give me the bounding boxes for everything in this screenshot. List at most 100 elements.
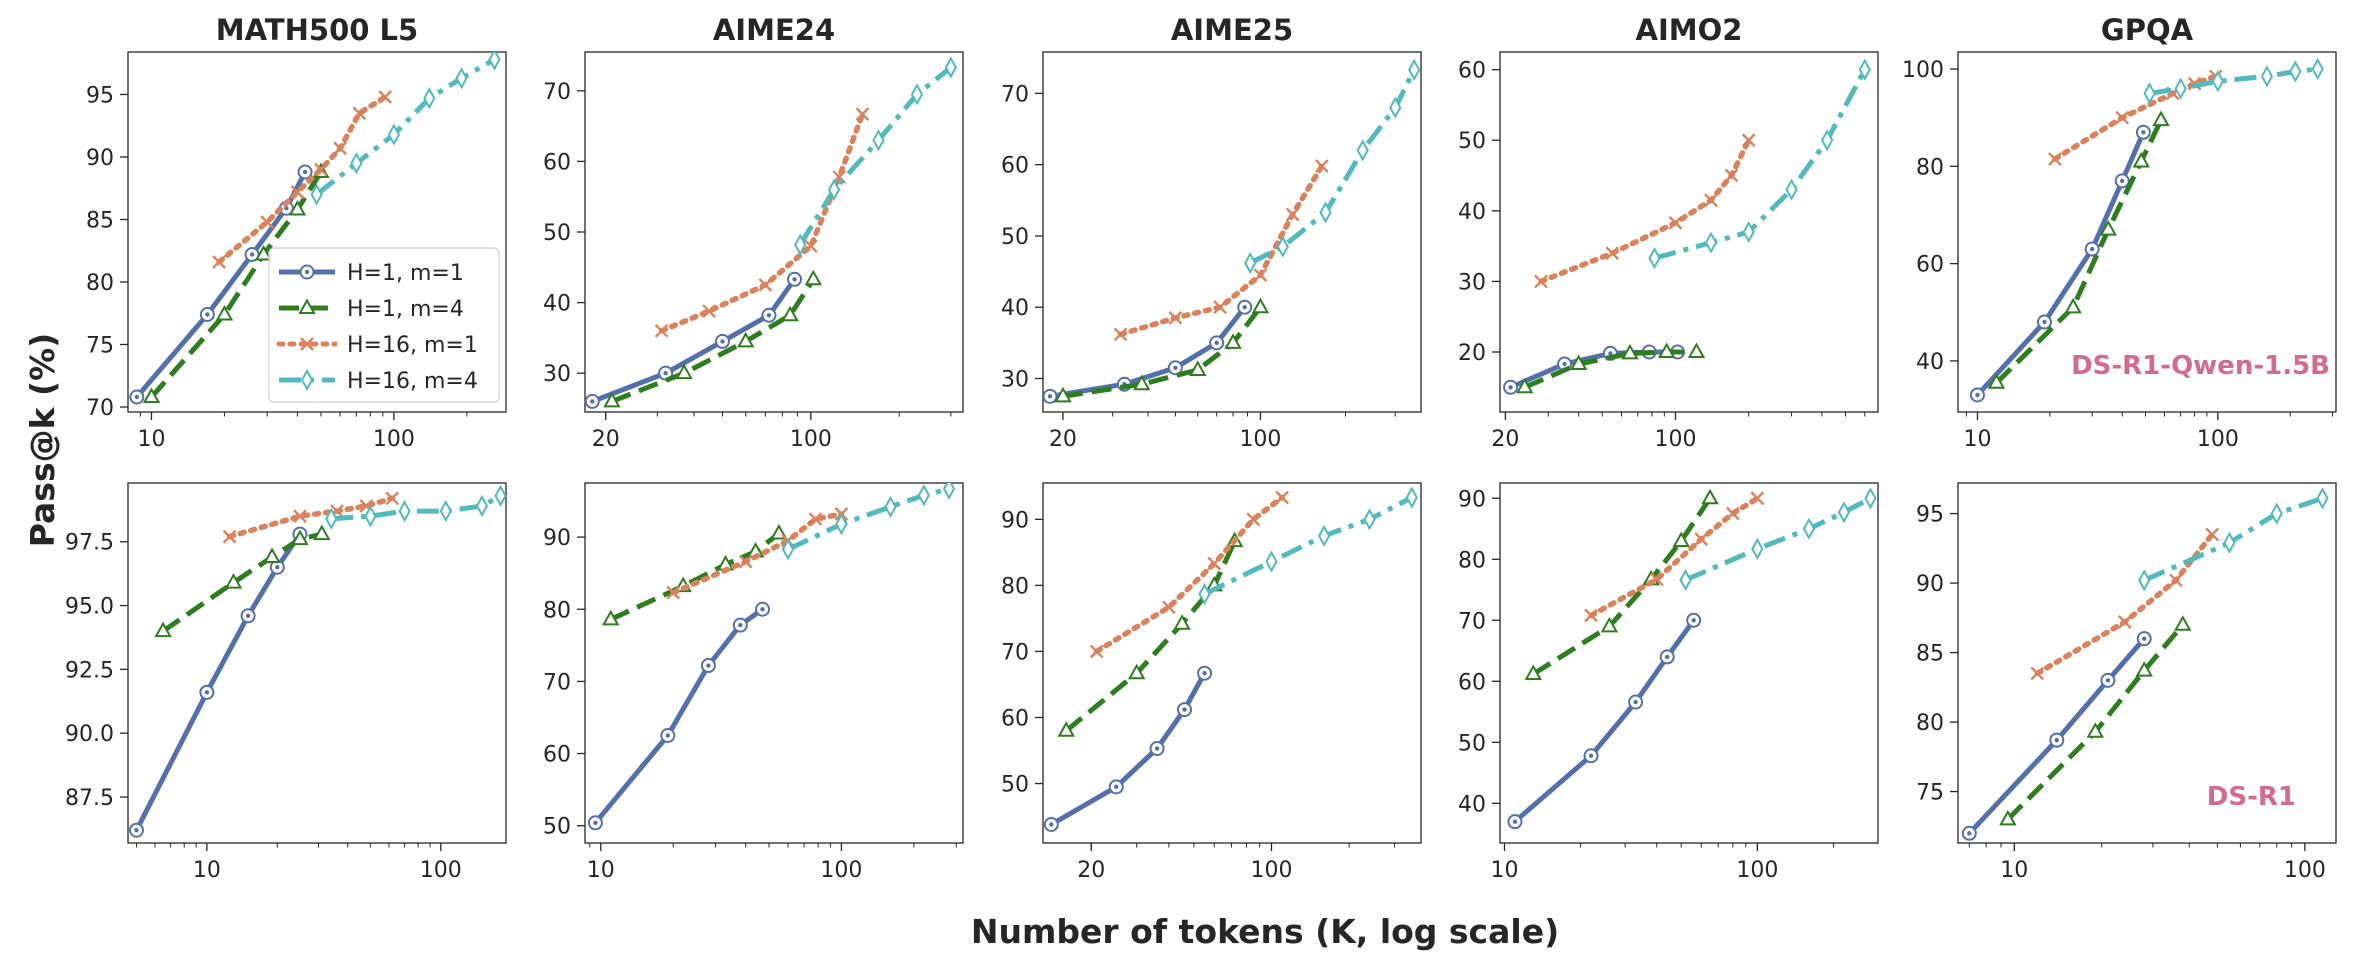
series-line — [331, 493, 502, 522]
x-tick-label: 100 — [820, 858, 862, 883]
data-point — [1319, 201, 1332, 224]
data-point — [781, 305, 799, 322]
data-point — [1987, 373, 2006, 389]
data-point — [222, 529, 237, 544]
data-point — [333, 141, 347, 156]
y-tick-label: 97.5 — [65, 531, 114, 556]
data-point — [1785, 178, 1798, 201]
data-point — [2132, 151, 2150, 168]
y-tick-label: 60 — [1458, 59, 1486, 84]
series-h-16-m-1 — [654, 107, 870, 338]
y-tick-label: 80 — [1458, 548, 1486, 573]
data-point — [1704, 231, 1718, 254]
series-h-16-m-1 — [212, 90, 392, 269]
data-point — [1363, 508, 1376, 531]
y-tick-label: 60 — [1916, 253, 1944, 278]
data-point — [1503, 379, 1519, 395]
data-point — [128, 822, 144, 838]
data-point — [350, 152, 363, 175]
data-point — [1864, 487, 1877, 510]
x-tick-label: 10 — [587, 858, 615, 883]
data-point — [2270, 502, 2283, 525]
y-tick-label: 50 — [543, 221, 571, 246]
data-point — [2086, 722, 2105, 738]
y-tick-label: 60 — [1001, 706, 1029, 731]
data-point — [761, 307, 777, 323]
legend-marker — [298, 298, 316, 314]
legend-item: H=16, m=1 — [276, 333, 478, 358]
data-point — [835, 513, 848, 536]
data-point — [738, 554, 753, 569]
legend-marker — [299, 264, 315, 280]
data-point — [263, 547, 281, 564]
x-tick-label: 10 — [2000, 858, 2028, 883]
data-point — [942, 483, 956, 500]
data-point — [439, 500, 452, 523]
panel-1: AIME24 20 100 30 40 50 60 70 — [543, 13, 964, 452]
y-tick-label: 87.5 — [65, 786, 114, 811]
data-point — [702, 304, 716, 318]
data-point — [2138, 569, 2151, 592]
data-point — [1057, 721, 1075, 737]
series-h-16-m-4 — [310, 52, 501, 206]
panel-6: 10 100 50 60 70 80 90 — [543, 482, 964, 883]
legend-item: H=16, m=4 — [279, 368, 478, 394]
data-point — [494, 484, 506, 507]
plot-frame — [584, 51, 964, 413]
y-tick-label: 70 — [1001, 82, 1029, 107]
data-point — [2036, 314, 2052, 330]
y-axis-label: Pass@k (%) — [23, 333, 62, 548]
data-point — [654, 323, 669, 338]
plot-frame — [127, 482, 507, 844]
legend-marker — [300, 368, 314, 392]
data-point — [2099, 220, 2117, 236]
data-point — [944, 56, 957, 79]
x-tick-label: 10 — [137, 427, 165, 452]
data-point — [675, 363, 693, 380]
data-point — [212, 255, 226, 269]
series-h-1-m-4 — [1999, 615, 2192, 826]
data-point — [1043, 388, 1058, 404]
data-point — [1197, 665, 1213, 681]
legend-label: H=16, m=4 — [347, 369, 478, 394]
panel-9: 10 100 75 80 85 90 95 DS-R1 — [1916, 482, 2337, 883]
y-tick-label: 80 — [1001, 574, 1029, 599]
data-point — [2211, 70, 2225, 93]
y-tick-label: 50 — [1458, 731, 1486, 756]
data-point — [260, 215, 275, 229]
plot-frame — [1499, 51, 1879, 413]
series-h-16-m-4 — [325, 484, 506, 530]
series-line — [1117, 163, 1325, 338]
data-point — [1177, 702, 1193, 718]
data-point — [2223, 531, 2236, 554]
data-point — [1251, 297, 1270, 314]
data-point — [1600, 616, 1619, 633]
series-layer — [1503, 58, 1871, 395]
panel-title: AIME24 — [713, 13, 835, 47]
y-tick-label: 90 — [1916, 572, 1944, 597]
data-point — [872, 129, 885, 152]
series-h-1-m-1 — [1969, 124, 2151, 403]
panel-annotation: DS-R1-Qwen-1.5B — [2071, 351, 2330, 381]
panel-8: 10 100 40 50 60 70 80 90 — [1458, 482, 1879, 883]
legend-label: H=16, m=1 — [347, 333, 478, 358]
x-tick-label: 20 — [1077, 858, 1105, 883]
y-tick-label: 70 — [1458, 609, 1486, 634]
series-layer — [1969, 57, 2324, 403]
data-point — [1189, 360, 1207, 376]
data-point — [1672, 531, 1690, 547]
data-point — [290, 185, 305, 199]
series-layer — [1961, 487, 2329, 841]
data-point — [1408, 58, 1421, 81]
data-point — [455, 67, 468, 90]
series-line — [1653, 68, 1868, 261]
series-h-1-m-1 — [585, 271, 803, 409]
data-point — [884, 495, 897, 518]
data-point — [2169, 573, 2183, 588]
y-tick-label: 20 — [1458, 341, 1486, 366]
data-point — [1687, 342, 1706, 358]
data-point — [2048, 152, 2062, 166]
data-point — [129, 389, 145, 405]
data-point — [1724, 168, 1739, 183]
